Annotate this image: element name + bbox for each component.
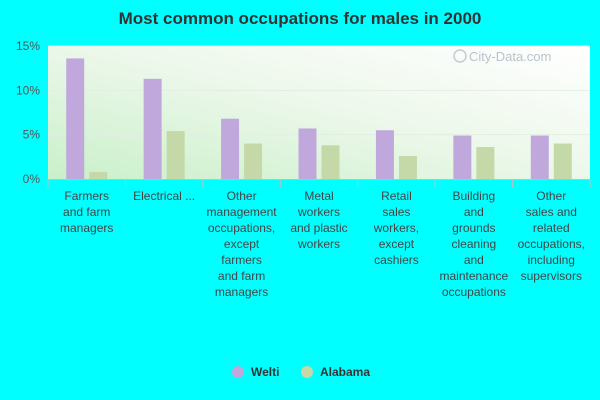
x-category-label-line: sales and <box>526 205 577 219</box>
chart-title: Most common occupations for males in 200… <box>119 9 482 28</box>
legend-label-alabama: Alabama <box>320 365 370 379</box>
x-category-label-line: and plastic <box>290 221 347 235</box>
x-category-label-line: grounds <box>452 221 495 235</box>
x-category-label: Other management occupations, except farmers… <box>207 189 278 299</box>
x-category-label-line: Building <box>453 189 496 203</box>
y-tick-label: 15% <box>16 39 40 53</box>
x-category-label-line: managers <box>215 285 268 299</box>
bar-alabama-3[interactable] <box>321 145 340 179</box>
x-category-label: Farmers and farm managers <box>60 189 113 235</box>
x-category-label-line: Other <box>227 189 257 203</box>
x-category-label-line: Other <box>536 189 566 203</box>
bar-alabama-0[interactable] <box>89 171 108 179</box>
x-category-label-line: Retail <box>381 189 412 203</box>
x-category-label-line: farmers <box>221 253 262 267</box>
legend-swatch-welti <box>232 366 244 378</box>
bars <box>66 58 572 180</box>
y-tick-label: 0% <box>23 172 41 186</box>
x-category-label-line: workers, <box>373 221 419 235</box>
x-category-label-line: and <box>464 253 484 267</box>
plot-background <box>48 46 590 179</box>
x-category-label-line: workers <box>297 205 340 219</box>
legend-swatch-alabama <box>301 366 313 378</box>
x-category-label-line: managers <box>60 221 113 235</box>
bar-welti-5[interactable] <box>453 135 472 179</box>
x-category-label-line: management <box>207 205 278 219</box>
watermark: City-Data.com <box>453 49 551 64</box>
bar-alabama-5[interactable] <box>476 147 495 179</box>
bar-alabama-6[interactable] <box>553 143 572 179</box>
x-category-label: Electrical ... <box>133 189 195 203</box>
x-category-label-line: and farm <box>218 269 265 283</box>
x-category-label: Building and grounds cleaning and maintenance… <box>439 189 508 299</box>
x-category-label: Other sales and related occupations, includi… <box>518 189 585 283</box>
legend-label-welti: Welti <box>251 365 279 379</box>
y-tick-label: 5% <box>23 128 41 142</box>
bar-welti-1[interactable] <box>143 78 162 179</box>
bar-welti-0[interactable] <box>66 58 85 180</box>
bar-welti-6[interactable] <box>530 135 549 179</box>
x-category-label-line: supervisors <box>521 269 582 283</box>
bar-alabama-2[interactable] <box>244 143 263 179</box>
bar-welti-4[interactable] <box>375 130 394 179</box>
x-category-label-line: cleaning <box>452 237 497 251</box>
x-category-label-line: occupations, <box>208 221 275 235</box>
x-category-label-line: Metal <box>304 189 333 203</box>
x-category-label-line: and farm <box>63 205 110 219</box>
x-category-label-line: including <box>528 253 575 267</box>
bar-welti-3[interactable] <box>298 128 317 179</box>
x-category-label-line: except <box>224 237 260 251</box>
bar-welti-2[interactable] <box>221 118 240 179</box>
bar-alabama-4[interactable] <box>398 155 417 179</box>
x-category-label-line: occupations, <box>518 237 585 251</box>
x-category-label-line: occupations <box>442 285 506 299</box>
x-category-label-line: workers <box>297 237 340 251</box>
x-category-label-line: Electrical ... <box>133 189 195 203</box>
x-category-label: Retail sales workers, except cashiers <box>373 189 419 267</box>
watermark-text: City-Data.com <box>469 49 551 64</box>
x-category-label-line: except <box>379 237 415 251</box>
x-category-label-line: and <box>464 205 484 219</box>
x-category-label-line: Farmers <box>64 189 109 203</box>
x-category-label-line: maintenance <box>439 269 508 283</box>
x-category-label-line: cashiers <box>374 253 419 267</box>
watermark-icon <box>453 49 467 63</box>
x-category-label-line: sales <box>382 205 410 219</box>
x-category-label: Metal workers and plastic workers <box>290 189 347 251</box>
x-category-label-line: related <box>533 221 570 235</box>
y-axis: 0% 5% 10% 15% <box>16 39 40 186</box>
grid <box>48 45 590 136</box>
y-tick-label: 10% <box>16 83 40 97</box>
legend: Welti Alabama <box>232 365 370 379</box>
bar-alabama-1[interactable] <box>166 131 185 179</box>
x-axis: Farmers and farm managers Electrical ... Oth… <box>47 179 591 299</box>
